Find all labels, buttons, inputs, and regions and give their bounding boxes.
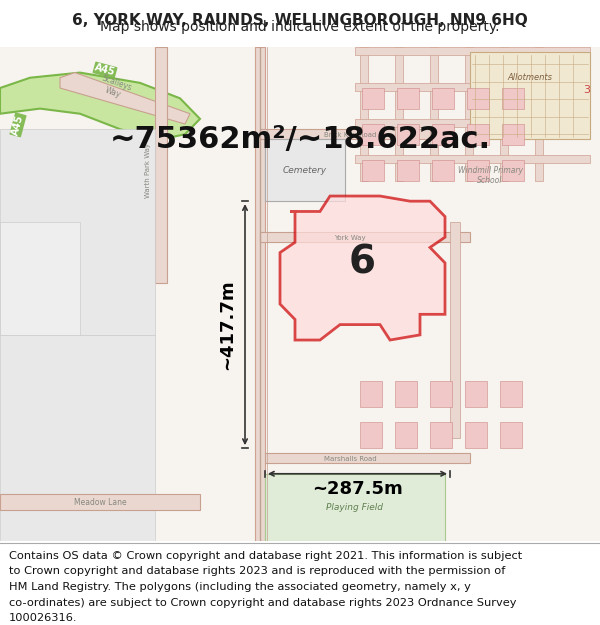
Polygon shape — [355, 47, 590, 55]
Polygon shape — [260, 232, 470, 242]
Polygon shape — [360, 47, 368, 181]
Text: co-ordinates) are subject to Crown copyright and database rights 2023 Ordnance S: co-ordinates) are subject to Crown copyr… — [9, 598, 517, 608]
Bar — [265, 474, 445, 541]
Bar — [467, 124, 489, 144]
Polygon shape — [60, 72, 190, 124]
Polygon shape — [355, 83, 590, 91]
Bar — [362, 160, 384, 181]
Bar — [397, 88, 419, 109]
Text: 100026316.: 100026316. — [9, 613, 77, 623]
Polygon shape — [450, 222, 460, 438]
Text: A45: A45 — [10, 113, 26, 136]
Bar — [362, 88, 384, 109]
Text: A45: A45 — [94, 62, 116, 78]
Polygon shape — [265, 453, 470, 464]
Text: Allotments: Allotments — [508, 73, 553, 82]
Polygon shape — [0, 222, 80, 335]
Polygon shape — [260, 129, 450, 139]
Polygon shape — [0, 494, 200, 510]
Bar — [395, 381, 417, 407]
Polygon shape — [500, 47, 508, 181]
Bar — [500, 422, 522, 448]
Text: 3: 3 — [583, 85, 590, 95]
Bar — [430, 381, 452, 407]
Text: ~287.5m: ~287.5m — [312, 480, 403, 498]
Polygon shape — [465, 47, 473, 181]
Text: ~75362m²/~18.622ac.: ~75362m²/~18.622ac. — [109, 125, 491, 154]
Polygon shape — [395, 47, 403, 181]
Bar — [362, 124, 384, 144]
Bar — [397, 124, 419, 144]
Bar — [502, 160, 524, 181]
Polygon shape — [0, 72, 200, 139]
Bar — [397, 160, 419, 181]
Bar — [470, 52, 590, 139]
Text: Scalleys
Way: Scalleys Way — [97, 74, 133, 102]
Bar — [0, 335, 155, 541]
Text: Warth Park Way: Warth Park Way — [145, 142, 151, 198]
Bar — [465, 381, 487, 407]
Polygon shape — [155, 47, 167, 284]
Text: 6: 6 — [349, 244, 376, 282]
Text: Cemetery: Cemetery — [283, 166, 327, 175]
Text: HM Land Registry. The polygons (including the associated geometry, namely x, y: HM Land Registry. The polygons (includin… — [9, 582, 471, 592]
Bar — [430, 422, 452, 448]
Polygon shape — [355, 155, 590, 163]
Bar — [502, 124, 524, 144]
Text: Contains OS data © Crown copyright and database right 2021. This information is : Contains OS data © Crown copyright and d… — [9, 551, 522, 561]
Polygon shape — [280, 196, 445, 340]
Text: York Way: York Way — [334, 235, 366, 241]
Text: Map shows position and indicative extent of the property.: Map shows position and indicative extent… — [100, 20, 500, 34]
Bar — [360, 422, 382, 448]
Bar — [360, 381, 382, 407]
Bar — [265, 139, 345, 201]
Text: Windmill Primary
School: Windmill Primary School — [458, 166, 523, 185]
Bar — [395, 422, 417, 448]
Text: 6, YORK WAY, RAUNDS, WELLINGBOROUGH, NN9 6HQ: 6, YORK WAY, RAUNDS, WELLINGBOROUGH, NN9… — [72, 13, 528, 28]
Polygon shape — [255, 47, 265, 541]
Text: ~417.7m: ~417.7m — [218, 279, 236, 370]
Polygon shape — [535, 47, 543, 181]
Text: Playing Field: Playing Field — [326, 503, 383, 512]
Text: Meadow Lane: Meadow Lane — [74, 498, 127, 507]
Bar — [432, 124, 454, 144]
Text: to Crown copyright and database rights 2023 and is reproduced with the permissio: to Crown copyright and database rights 2… — [9, 566, 505, 576]
Bar — [500, 381, 522, 407]
Polygon shape — [430, 47, 438, 181]
Bar — [467, 160, 489, 181]
Bar — [465, 422, 487, 448]
Bar — [0, 129, 155, 335]
Text: Brick Kiln Road: Brick Kiln Road — [324, 132, 376, 138]
Bar — [467, 88, 489, 109]
Bar — [502, 88, 524, 109]
Text: Marshalls Road: Marshalls Road — [323, 456, 376, 462]
Bar — [432, 88, 454, 109]
Bar — [432, 160, 454, 181]
Polygon shape — [355, 119, 590, 127]
